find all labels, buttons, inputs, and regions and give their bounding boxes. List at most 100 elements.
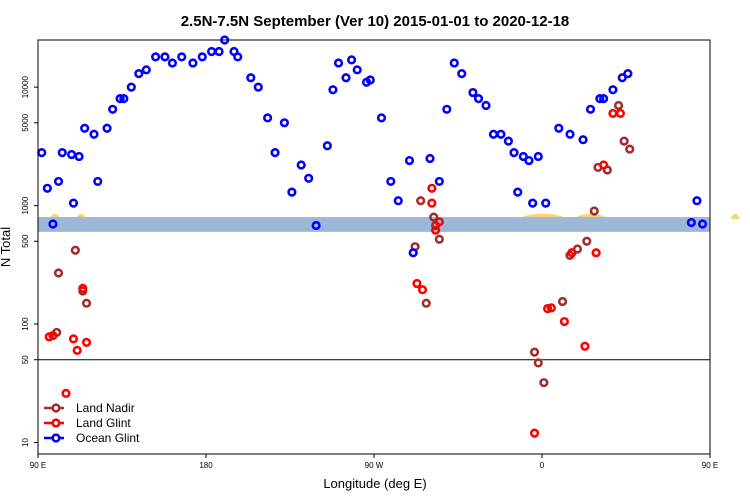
ocean-glint-point [188, 58, 198, 68]
ocean-glint-point [347, 55, 357, 65]
ocean-glint-point [311, 220, 321, 231]
ocean-glint-point [322, 141, 332, 151]
x-tick-label: 90 W [365, 461, 384, 470]
x-tick-label: 0 [540, 461, 545, 470]
ocean-glint-point [496, 129, 506, 139]
ocean-glint-point [167, 58, 177, 68]
ocean-glint-point [151, 52, 161, 62]
land-nadir-point [557, 296, 568, 307]
y-axis-label: N Total [0, 227, 13, 267]
land-glint-point [427, 198, 437, 208]
x-tick-label: 180 [199, 461, 213, 470]
ocean-glint-point [404, 155, 415, 166]
ocean-glint-point [533, 151, 543, 162]
land-glint-point [68, 334, 79, 344]
ocean-glint-point [304, 173, 314, 183]
ocean-glint-point [89, 129, 99, 139]
ocean-glint-point [408, 248, 418, 258]
ocean-glint-point [442, 104, 452, 114]
ocean-glint-point [57, 148, 67, 158]
ocean-glint-point [287, 187, 297, 197]
ocean-glint-point [296, 160, 306, 170]
ocean-glint-point [160, 52, 170, 62]
land-glint-point [61, 388, 71, 398]
ocean-glint-point [513, 187, 523, 197]
ocean-glint-point [352, 65, 362, 75]
ocean-glint-point [119, 94, 129, 104]
land-nadir-point [81, 298, 92, 308]
x-axis: 90 E 180 90 W 0 90 E [30, 454, 718, 470]
x-axis-label: Longitude (deg E) [323, 476, 426, 491]
ocean-glint-point [541, 198, 551, 208]
ocean-glint-point [214, 46, 224, 57]
land-glint-point [434, 217, 444, 227]
land-band [38, 217, 710, 232]
x-tick-label: 90 E [702, 461, 718, 470]
ocean-glint-point [108, 104, 118, 114]
ocean-glint-point [365, 75, 375, 85]
land-glint-point [417, 285, 428, 295]
y-axis: 10 50 100 500 1000 5000 10000 [21, 75, 38, 447]
land-glint-point [81, 337, 92, 348]
ocean-glint-point [48, 219, 58, 229]
legend-label: Land Nadir [76, 401, 135, 415]
ocean-glint-point [692, 196, 702, 206]
y-tick-label: 5000 [21, 113, 30, 131]
land-glint-point [427, 183, 437, 193]
land-nadir-point [53, 268, 64, 278]
ocean-glint-point [554, 123, 564, 133]
ocean-glint-point [585, 104, 596, 114]
y-tick-label: 10 [21, 438, 30, 447]
land-mask-patch [730, 213, 740, 220]
ocean-glint-point [449, 58, 459, 68]
land-glint-point [546, 303, 556, 313]
legend-label: Ocean Glint [76, 431, 140, 445]
ocean-glint-point [134, 69, 144, 79]
ocean-glint-point [425, 153, 435, 164]
land-glint-point [48, 330, 58, 341]
ocean-glint-point [253, 82, 263, 92]
ocean-glint-point [279, 118, 290, 128]
ocean-glint-point [93, 176, 103, 187]
ocean-glint-point [608, 85, 618, 95]
plot-frame [37, 39, 711, 455]
ocean-glint-point [115, 94, 125, 104]
land-glint-point [559, 316, 570, 327]
ocean-glint-point [623, 69, 633, 79]
land-nadir-point [539, 378, 549, 388]
ocean-glint-point [333, 58, 344, 68]
land-glint-point [598, 160, 609, 170]
ocean-glint-point [473, 94, 484, 104]
ocean-glint-point [509, 148, 519, 158]
land-glint-point [580, 341, 590, 351]
y-tick-label: 50 [21, 355, 30, 364]
ocean-glint-point [468, 87, 478, 98]
x-tick-label: 90 E [30, 461, 46, 470]
land-nadir-point [619, 136, 629, 146]
land-nadir-point [429, 212, 439, 222]
legend-label: Land Glint [76, 416, 131, 430]
ocean-glint-point [393, 196, 403, 206]
ocean-glint-point [524, 155, 534, 166]
y-tick-label: 10000 [21, 75, 30, 98]
land-glint-point [529, 428, 540, 438]
ocean-glint-point [341, 73, 351, 83]
land-nadir-point [416, 196, 426, 206]
ocean-glint-point [376, 113, 387, 123]
land-nadir-point [434, 234, 444, 244]
y-tick-label: 500 [21, 234, 30, 248]
ocean-glint-point [102, 123, 112, 133]
land-nadir-point [70, 245, 80, 255]
ocean-glint-point [246, 73, 256, 83]
land-nadir-point [421, 298, 431, 308]
ocean-glint-point [197, 52, 207, 62]
ocean-glint-point [686, 217, 696, 228]
ocean-glint-point [578, 135, 588, 145]
ocean-glint-point [565, 129, 575, 139]
ocean-glint-point [328, 85, 338, 95]
plot-area [38, 40, 710, 454]
ocean-glint-point [270, 148, 280, 158]
land-glint-point [567, 248, 577, 258]
land-glint-point [78, 283, 88, 294]
